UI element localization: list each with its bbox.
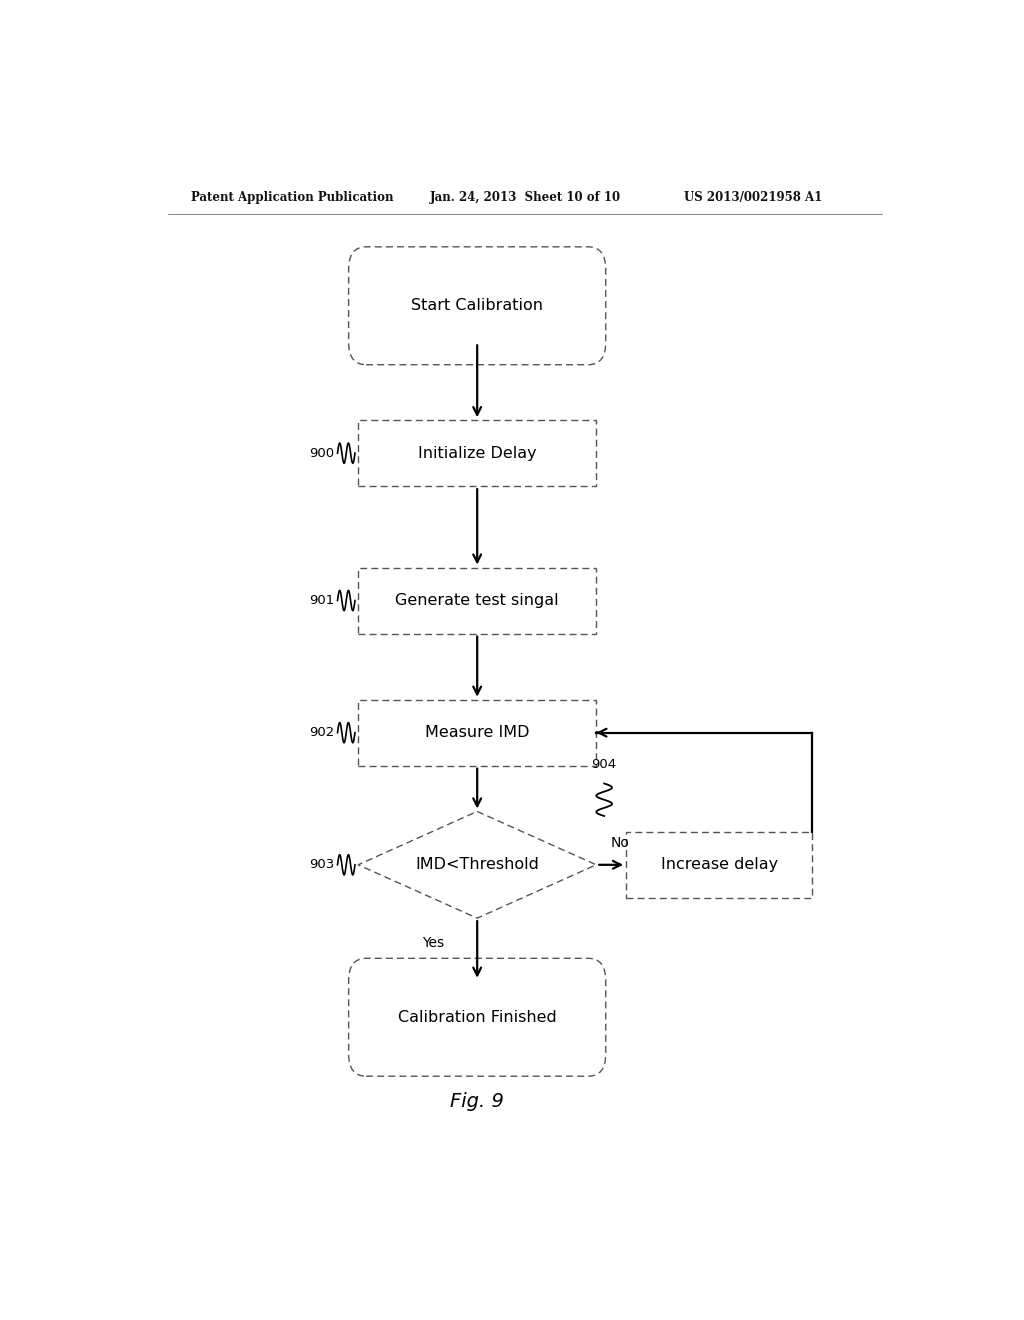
Text: IMD<Threshold: IMD<Threshold (416, 857, 539, 873)
Text: Generate test singal: Generate test singal (395, 593, 559, 609)
Text: Start Calibration: Start Calibration (412, 298, 543, 313)
Bar (358, 568, 596, 634)
Bar (358, 700, 596, 766)
Text: 901: 901 (309, 594, 334, 607)
Text: Increase delay: Increase delay (660, 857, 778, 873)
Text: Patent Application Publication: Patent Application Publication (191, 191, 394, 205)
Text: 903: 903 (309, 858, 334, 871)
Text: No: No (610, 836, 630, 850)
FancyBboxPatch shape (348, 247, 606, 364)
Text: 900: 900 (309, 446, 334, 459)
Bar (626, 832, 812, 898)
Text: 904: 904 (592, 758, 616, 771)
Bar (358, 420, 596, 486)
Text: Measure IMD: Measure IMD (425, 725, 529, 741)
Text: US 2013/0021958 A1: US 2013/0021958 A1 (684, 191, 822, 205)
Text: Jan. 24, 2013  Sheet 10 of 10: Jan. 24, 2013 Sheet 10 of 10 (430, 191, 621, 205)
FancyBboxPatch shape (348, 958, 606, 1076)
Text: Yes: Yes (423, 936, 444, 949)
Text: Fig. 9: Fig. 9 (451, 1092, 504, 1111)
Text: 902: 902 (309, 726, 334, 739)
Text: Calibration Finished: Calibration Finished (397, 1010, 557, 1024)
Text: Initialize Delay: Initialize Delay (418, 446, 537, 461)
